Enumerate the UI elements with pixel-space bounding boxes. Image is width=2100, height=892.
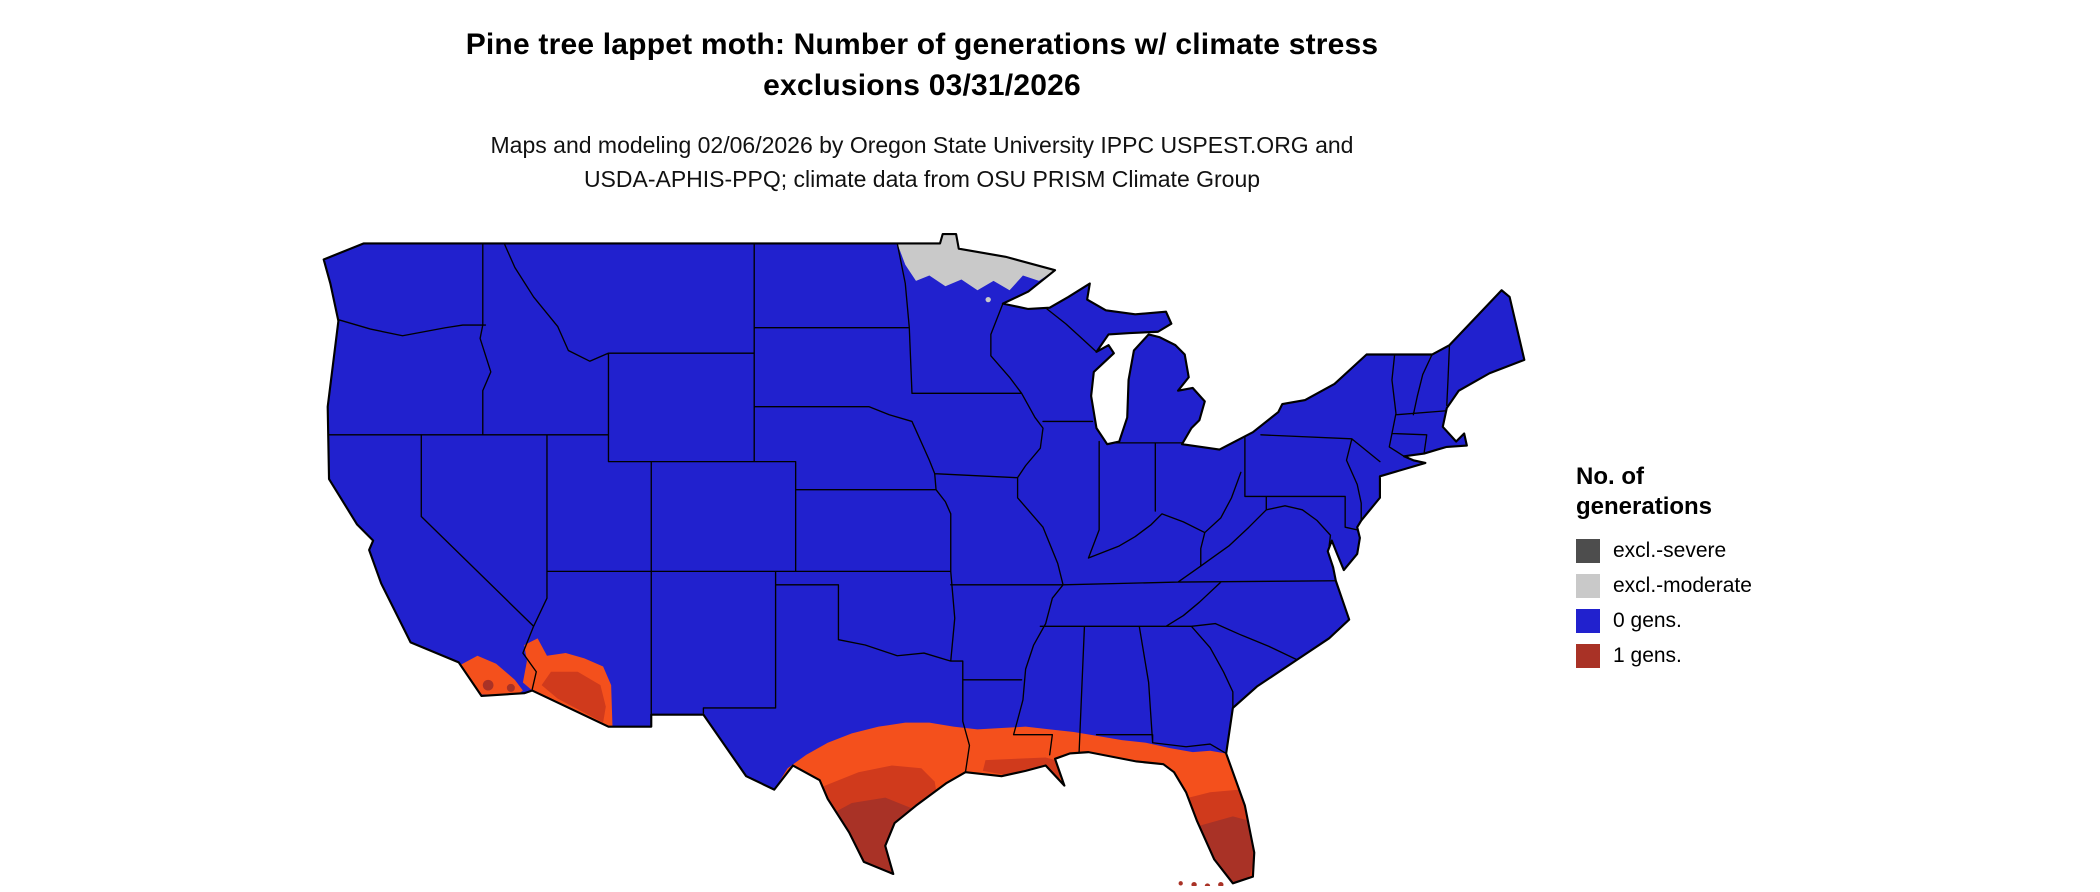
legend-item-zero-gens: 0 gens. [1576,608,1876,634]
florida-keys-speck [1178,881,1183,886]
legend-swatch-one-gens [1576,644,1600,668]
region-zero-gens-base [323,234,1525,884]
florida-keys-speck [1204,883,1211,886]
state-borders [328,242,1451,773]
legend-title-line1: No. of [1576,463,1644,490]
legend-swatch-excl-severe [1576,539,1600,563]
region-one-gen-core-south-texas [814,797,922,884]
region-one-gen-core-south-florida [1199,816,1256,884]
region-one-gen-core-california-speck [506,683,515,692]
map-subtitle-line2: USDA-APHIS-PPQ; climate data from OSU PR… [583,166,1261,192]
florida-keys-speck [1218,881,1224,886]
legend-item-one-gens: 1 gens. [1576,643,1876,669]
legend-swatch-rect [1576,539,1600,563]
legend-label-excl-moderate: excl.-moderate [1613,574,1752,597]
excl-moderate-speck [1024,296,1030,303]
legend-label-zero-gens: 0 gens. [1613,609,1682,632]
legend-item-excl-severe: excl.-severe [1576,538,1876,564]
legend-swatch-zero-gens [1576,609,1600,633]
us-map-svg [322,232,1526,886]
region-one-gen-fringe-california [460,655,523,695]
legend-swatch-rect [1576,574,1600,598]
region-one-gen-mid-arizona [541,671,606,723]
region-one-gen-core-california-speck [482,679,494,691]
legend-item-excl-moderate: excl.-moderate [1576,573,1876,599]
florida-keys-speck [1191,881,1197,886]
map-subtitle-line1: Maps and modeling 02/06/2026 by Oregon S… [490,132,1354,158]
legend-title: No. of generations [1576,462,1876,522]
legend-swatch-rect [1576,644,1600,668]
page-header: Pine tree lappet moth: Number of generat… [0,24,1844,196]
legend-label-excl-severe: excl.-severe [1613,539,1727,562]
legend-swatch-rect [1576,609,1600,633]
us-generations-map [317,230,1527,886]
map-title-line2: exclusions 03/31/2026 [763,69,1081,102]
legend: No. of generations excl.-severe excl.-mo… [1576,462,1876,678]
map-title: Pine tree lappet moth: Number of generat… [0,24,1844,106]
legend-title-line2: generations [1576,493,1713,520]
legend-label-one-gens: 1 gens. [1613,644,1682,667]
legend-items: excl.-severe excl.-moderate 0 gens. 1 ge… [1576,538,1876,669]
map-subtitle: Maps and modeling 02/06/2026 by Oregon S… [0,128,1844,196]
us-outline [322,232,1526,885]
excl-moderate-speck [1056,282,1065,291]
excl-moderate-speck [985,296,991,303]
legend-swatch-excl-moderate [1576,574,1600,598]
region-excl-moderate-minnesota [897,234,1056,291]
map-title-line1: Pine tree lappet moth: Number of generat… [465,28,1379,61]
